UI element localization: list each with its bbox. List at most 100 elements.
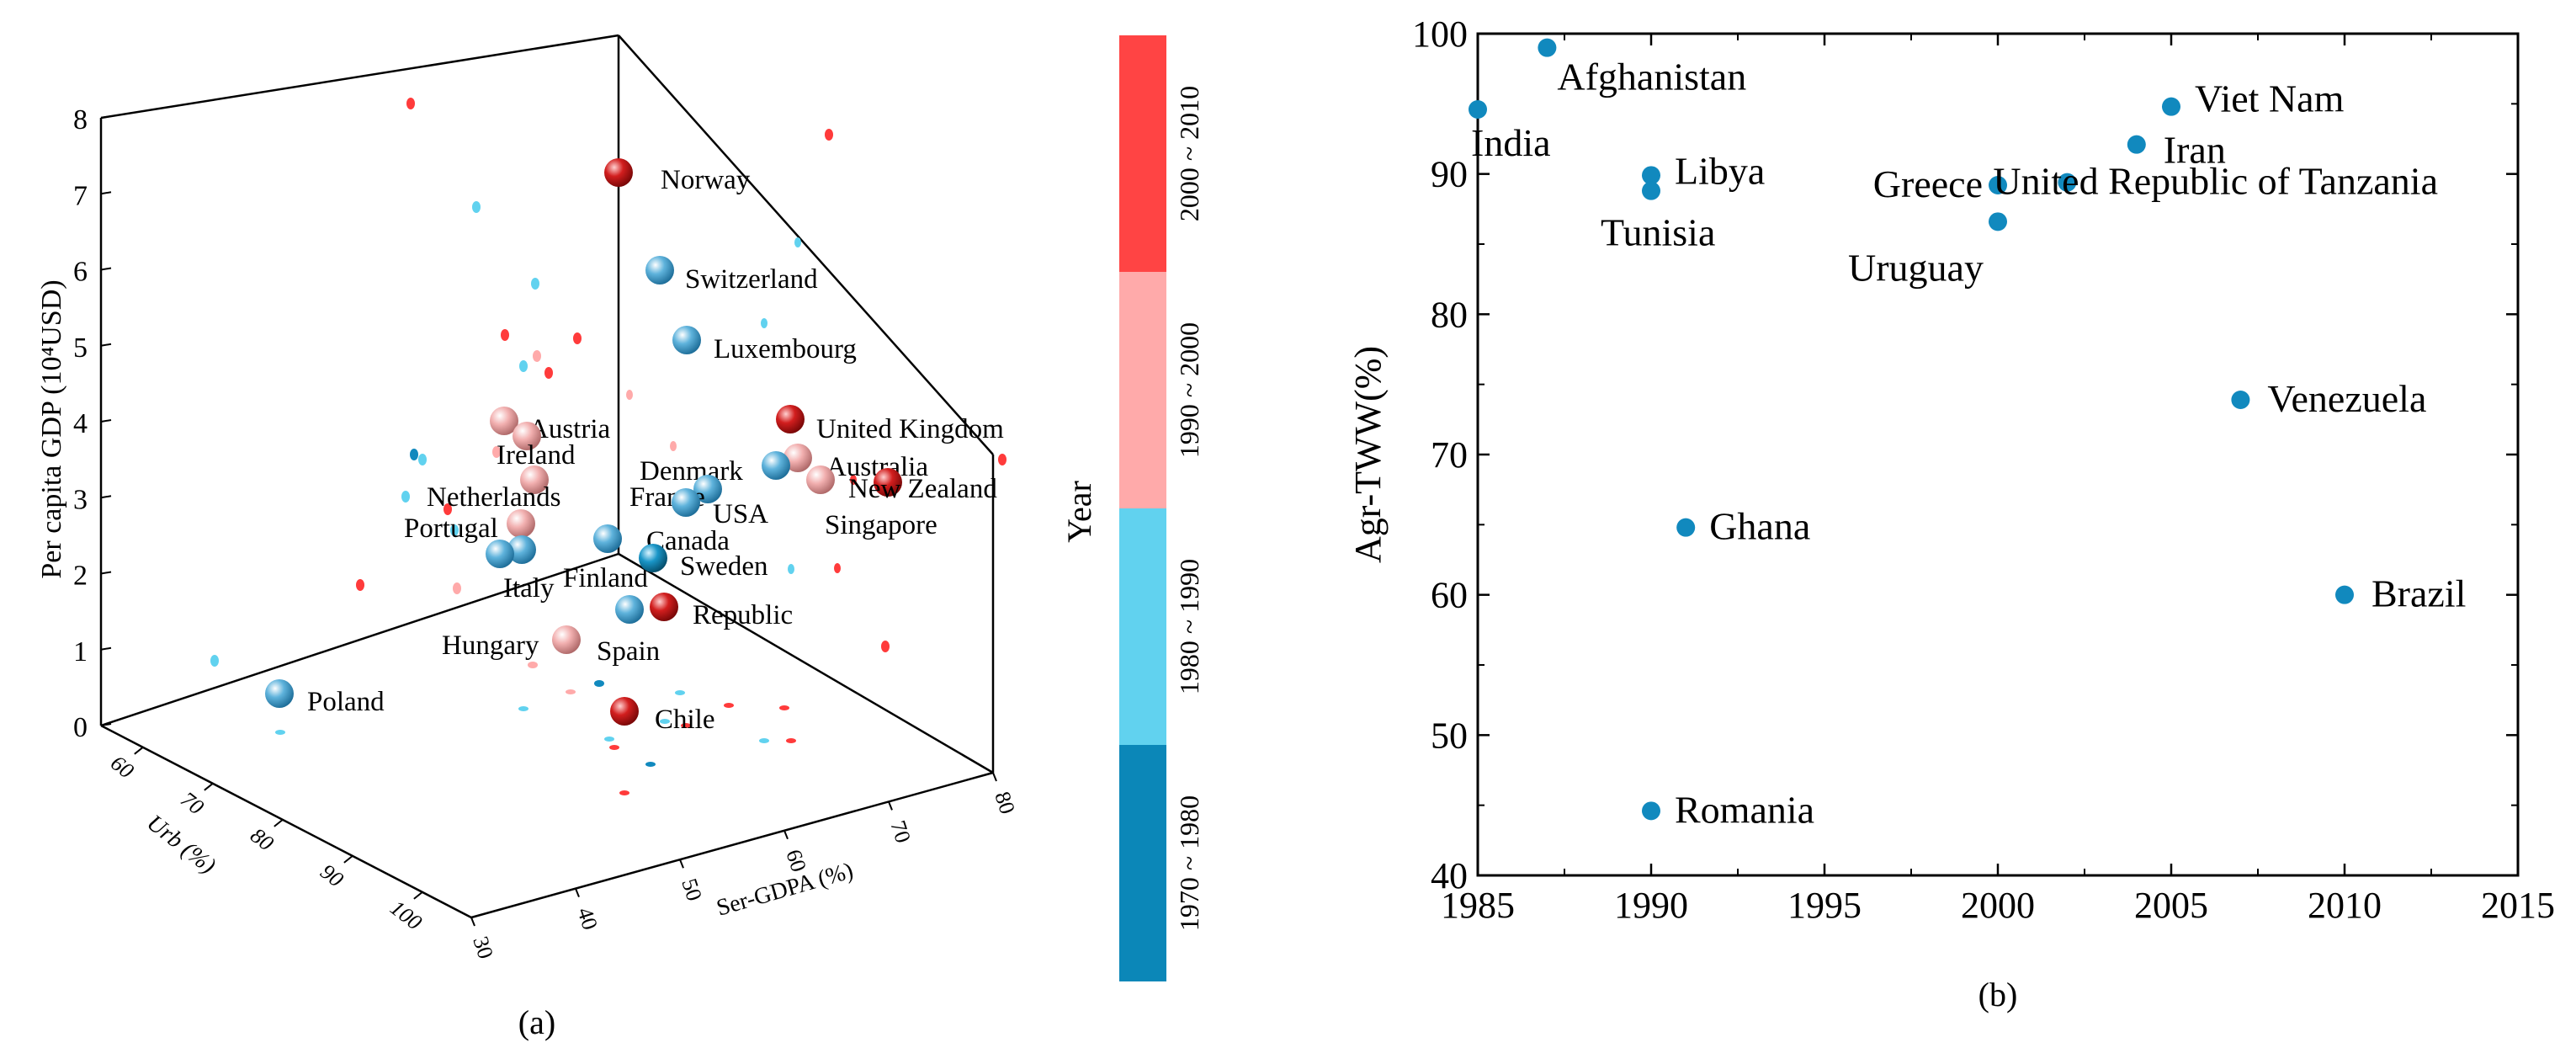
droplet: [786, 738, 796, 743]
droplet: [645, 762, 656, 767]
y-tick-label: 50: [1431, 715, 1468, 756]
box-edge: [100, 552, 619, 727]
droplet: [443, 503, 452, 515]
y-tick-label: 80: [990, 789, 1020, 817]
droplet: [492, 446, 501, 458]
point-label: Libya: [1675, 149, 1765, 192]
point-italy: [486, 540, 514, 568]
droplet: [724, 703, 734, 708]
point-australia: [783, 444, 812, 472]
point-sweden: [639, 544, 667, 572]
point-chile: [610, 697, 639, 726]
point-label: Afghanistan: [1557, 56, 1746, 98]
panel-a-label: (a): [518, 1003, 555, 1041]
colorbar-label: 2000 ~ 2010: [1174, 86, 1204, 221]
x-tick-label: 2000: [1961, 885, 2035, 926]
y-tick-label: 30: [468, 933, 498, 962]
z-tick: [100, 646, 112, 651]
colorbar-label: 1970 ~ 1980: [1174, 795, 1204, 931]
point-label: Ghana: [1709, 505, 1810, 548]
droplet: [519, 360, 528, 372]
point-denmark: [762, 451, 790, 480]
point-label: Brazil: [2372, 572, 2466, 615]
point-portugal: [507, 509, 535, 538]
droplet: [850, 475, 857, 485]
panel-a-box: [99, 34, 995, 919]
droplet: [761, 318, 767, 328]
colorbar-segment: [1119, 35, 1166, 272]
droplet: [410, 449, 418, 460]
z-tick-label: 5: [73, 332, 88, 364]
droplet: [881, 641, 890, 652]
droplet: [566, 689, 576, 694]
point-label: USA: [713, 499, 768, 529]
droplet: [609, 745, 619, 750]
point-poland: [265, 679, 294, 708]
point-ireland: [513, 422, 541, 450]
point-romania: [1642, 801, 1660, 821]
point-label: Denmark: [640, 456, 743, 487]
droplet: [418, 454, 427, 465]
point-label: Singapore: [825, 510, 937, 540]
droplet: [528, 662, 538, 668]
z-tick: [100, 495, 112, 499]
point-india: [1469, 100, 1487, 119]
point-iran: [2127, 135, 2146, 154]
point-label: New Zealand: [848, 474, 997, 504]
point-luxembourg: [672, 326, 701, 354]
background-droplets: [210, 98, 1006, 795]
y-tick: [679, 859, 684, 869]
point-label: Romania: [1675, 788, 1814, 831]
panel-a-points: Norway Switzerland Luxembourg United Kingdo…: [265, 158, 1004, 735]
point-greece: [1989, 176, 2007, 194]
point-uruguay: [1989, 212, 2007, 231]
point-label: Republic: [693, 600, 793, 630]
point-netherlands: [520, 465, 549, 494]
point-canada: [593, 524, 622, 553]
point-label: Uruguay: [1848, 246, 1984, 289]
box-edge: [470, 771, 994, 919]
point-france: [693, 475, 722, 503]
droplet: [594, 680, 604, 687]
droplet: [210, 655, 219, 667]
droplet: [573, 332, 582, 344]
y-tick-label: 60: [1431, 575, 1468, 616]
x-tick-label: 90: [316, 859, 348, 892]
point-united-kingdom: [776, 405, 805, 433]
droplet: [825, 129, 833, 141]
z-tick-label: 7: [73, 180, 88, 211]
x-tick-label: 100: [385, 896, 427, 935]
x-tick: [204, 783, 214, 791]
y-tick-label: 40: [572, 904, 603, 933]
panel-b-label: (b): [1978, 976, 2018, 1013]
droplet: [794, 237, 801, 247]
colorbar-label: 1980 ~ 1990: [1174, 559, 1204, 694]
point-label: Iran: [2164, 129, 2226, 172]
z-tick: [100, 571, 112, 575]
droplet: [788, 564, 794, 574]
z-tick-label: 2: [73, 561, 88, 592]
droplet: [501, 329, 509, 341]
panel-b-ticks: 1985 1990 1995 2000 2005 2010 2015 40 50 60 70 80 90…: [1412, 13, 2555, 926]
x-tick-label: 1990: [1614, 885, 1688, 926]
panel-a-x-ticks: 60 70 80 90 100: [106, 747, 427, 935]
z-tick: [100, 191, 112, 195]
point-label: Norway: [661, 165, 751, 195]
droplet: [675, 690, 685, 695]
x-tick-label: 1985: [1441, 885, 1515, 926]
point-republic: [650, 593, 678, 621]
point-brazil: [2335, 585, 2354, 604]
droplet: [531, 278, 539, 290]
point-label: United Kingdom: [816, 414, 1004, 444]
z-tick: [100, 267, 112, 271]
point-label: India: [1471, 121, 1551, 164]
point-austria: [490, 407, 518, 435]
y-tick: [575, 888, 580, 897]
point-switzerland: [645, 256, 674, 285]
droplet: [453, 582, 461, 594]
point-label: Chile: [655, 705, 715, 735]
z-tick: [100, 343, 112, 347]
